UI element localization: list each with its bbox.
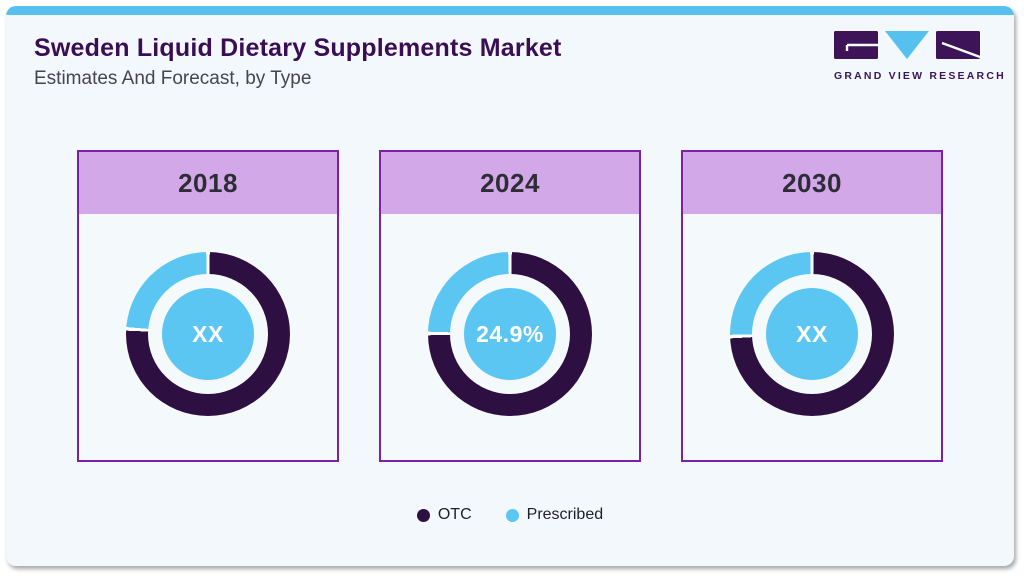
logo-text: GRAND VIEW RESEARCH: [834, 70, 1006, 82]
header: Sweden Liquid Dietary Supplements Market…: [34, 34, 562, 90]
grand-view-research-logo: GRAND VIEW RESEARCH: [834, 30, 1006, 82]
panel-year-label: 2030: [782, 167, 842, 198]
panel-2024-header: 2024: [381, 152, 639, 214]
legend: OTC Prescribed: [6, 506, 1014, 524]
prescribed-legend-dot-icon: [505, 508, 519, 522]
donut-chart-2018: XX: [126, 252, 290, 416]
donut-chart-2030: XX: [730, 252, 894, 416]
panel-2030-header: 2030: [683, 152, 941, 214]
panel-2030: 2030 XX: [681, 150, 943, 462]
donut-panels-row: 2018 XX 2024 24.9%: [6, 150, 1014, 462]
panel-year-label: 2024: [480, 167, 540, 198]
donut-chart-2024: 24.9%: [428, 252, 592, 416]
panel-2018-header: 2018: [79, 152, 337, 214]
panel-2024: 2024 24.9%: [379, 150, 641, 462]
otc-legend-dot-icon: [416, 508, 430, 522]
panel-2018-body: XX: [79, 214, 337, 460]
legend-item-otc: OTC: [416, 506, 472, 524]
donut-hole: 24.9%: [450, 274, 570, 394]
panel-2024-body: 24.9%: [381, 214, 639, 460]
donut-hole: XX: [148, 274, 268, 394]
panel-2030-body: XX: [683, 214, 941, 460]
top-accent-bar: [6, 6, 1014, 15]
page-title: Sweden Liquid Dietary Supplements Market: [34, 34, 562, 62]
panel-2018: 2018 XX: [77, 150, 339, 462]
donut-center-label: XX: [162, 288, 254, 380]
panel-year-label: 2018: [178, 167, 238, 198]
donut-hole: XX: [752, 274, 872, 394]
page-subtitle: Estimates And Forecast, by Type: [34, 68, 312, 89]
donut-center-label: XX: [766, 288, 858, 380]
infographic-card: Sweden Liquid Dietary Supplements Market…: [6, 6, 1014, 566]
gvr-logo-icon: [834, 31, 981, 59]
legend-label: OTC: [437, 506, 472, 523]
legend-item-prescribed: Prescribed: [505, 506, 604, 524]
donut-center-label: 24.9%: [464, 288, 556, 380]
legend-label: Prescribed: [526, 506, 604, 523]
